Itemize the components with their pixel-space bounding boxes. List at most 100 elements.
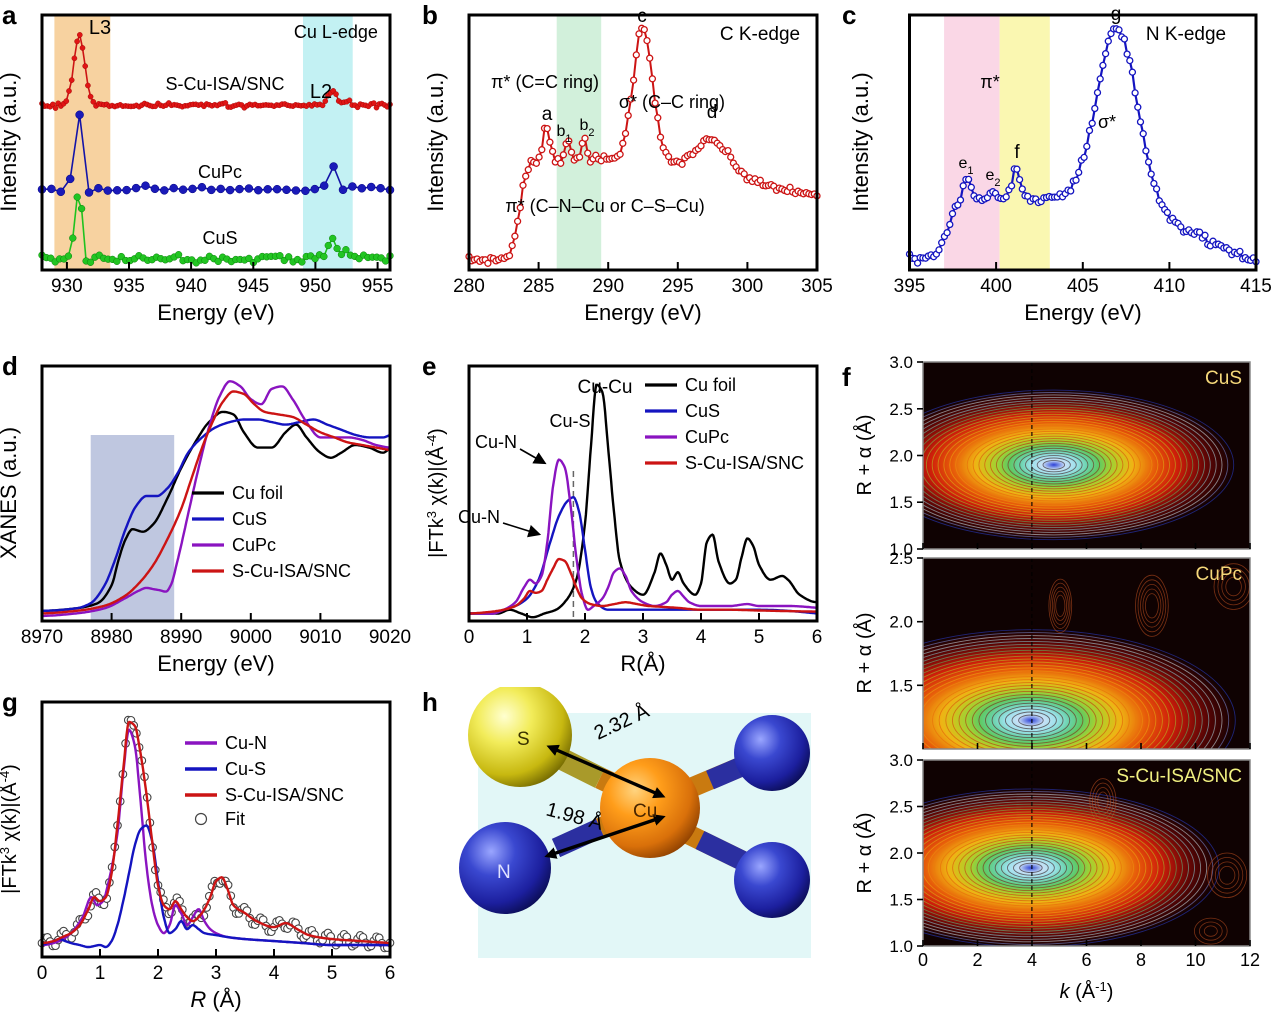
svg-text:Energy (eV): Energy (eV) [584, 300, 701, 325]
svg-text:3: 3 [211, 963, 222, 984]
svg-text:π* (C=C ring): π* (C=C ring) [491, 72, 599, 92]
svg-text:S-Cu-ISA/SNC: S-Cu-ISA/SNC [685, 453, 804, 473]
svg-text:8970: 8970 [21, 627, 63, 648]
svg-text:k (Å-1): k (Å-1) [1060, 979, 1114, 1004]
svg-text:6: 6 [812, 627, 823, 648]
svg-text:XANES (a.u.): XANES (a.u.) [0, 427, 21, 559]
svg-text:CuPc: CuPc [198, 162, 242, 182]
svg-text:π*: π* [980, 72, 999, 92]
svg-text:S: S [517, 729, 530, 750]
svg-text:9010: 9010 [299, 627, 341, 648]
svg-text:2.0: 2.0 [889, 447, 913, 466]
svg-text:S-Cu-ISA/SNC: S-Cu-ISA/SNC [165, 74, 284, 94]
svg-text:395: 395 [894, 276, 926, 297]
svg-text:N K-edge: N K-edge [1146, 24, 1226, 45]
svg-text:8: 8 [1136, 950, 1146, 970]
svg-text:2: 2 [153, 963, 164, 984]
svg-text:σ* (C–C ring): σ* (C–C ring) [619, 92, 725, 112]
svg-text:Intensity (a.u.): Intensity (a.u.) [0, 72, 21, 211]
svg-text:π* (C–N–Cu or C–S–Cu): π* (C–N–Cu or C–S–Cu) [505, 196, 705, 216]
svg-text:945: 945 [237, 276, 269, 297]
svg-text:3.0: 3.0 [889, 353, 913, 372]
svg-text:950: 950 [300, 276, 332, 297]
svg-text:CuPc: CuPc [232, 535, 276, 555]
svg-text:305: 305 [801, 276, 833, 297]
svg-text:3.0: 3.0 [889, 751, 913, 770]
svg-text:4: 4 [696, 627, 707, 648]
svg-text:415: 415 [1240, 276, 1271, 297]
svg-text:6: 6 [385, 963, 396, 984]
svg-text:1.0: 1.0 [889, 937, 913, 956]
svg-text:R (Å): R (Å) [190, 987, 241, 1012]
svg-text:Cu: Cu [633, 801, 657, 822]
svg-text:2: 2 [580, 627, 591, 648]
svg-text:R(Å): R(Å) [620, 651, 665, 676]
svg-text:S-Cu-ISA/SNC: S-Cu-ISA/SNC [232, 561, 351, 581]
svg-text:0: 0 [37, 963, 48, 984]
svg-text:940: 940 [175, 276, 207, 297]
svg-text:Intensity (a.u.): Intensity (a.u.) [848, 72, 873, 211]
svg-text:Cu-S: Cu-S [225, 759, 266, 779]
svg-text:8980: 8980 [90, 627, 132, 648]
svg-text:285: 285 [523, 276, 555, 297]
svg-text:Cu foil: Cu foil [685, 375, 736, 395]
svg-text:CuPc: CuPc [685, 427, 729, 447]
svg-text:2.5: 2.5 [889, 549, 913, 568]
svg-text:C K-edge: C K-edge [720, 24, 800, 45]
svg-text:2: 2 [972, 950, 982, 970]
svg-text:0: 0 [464, 627, 475, 648]
svg-text:σ*: σ* [1098, 112, 1116, 132]
svg-text:10: 10 [1185, 950, 1205, 970]
svg-text:CuS: CuS [202, 228, 237, 248]
svg-text:12: 12 [1240, 950, 1260, 970]
svg-text:Cu-Cu: Cu-Cu [578, 377, 633, 398]
svg-text:6: 6 [1081, 950, 1091, 970]
svg-text:R + α (Å): R + α (Å) [853, 612, 876, 693]
svg-text:Energy (eV): Energy (eV) [1024, 300, 1141, 325]
svg-text:f: f [1014, 142, 1020, 163]
svg-text:2.5: 2.5 [889, 400, 913, 419]
svg-text:955: 955 [362, 276, 394, 297]
svg-text:N: N [497, 862, 511, 883]
svg-text:5: 5 [754, 627, 765, 648]
svg-text:Cu-N: Cu-N [475, 432, 517, 452]
svg-text:2.5: 2.5 [889, 798, 913, 817]
svg-text:a: a [542, 104, 553, 125]
svg-text:S-Cu-ISA/SNC: S-Cu-ISA/SNC [1116, 766, 1242, 787]
svg-text:2.0: 2.0 [889, 613, 913, 632]
svg-text:Cu foil: Cu foil [232, 483, 283, 503]
svg-text:L2: L2 [310, 81, 332, 103]
svg-text:4: 4 [269, 963, 280, 984]
svg-text:S-Cu-ISA/SNC: S-Cu-ISA/SNC [225, 785, 344, 805]
svg-text:1.5: 1.5 [889, 676, 913, 695]
svg-text:L3: L3 [89, 17, 111, 39]
svg-text:1.5: 1.5 [889, 891, 913, 910]
svg-text:1.5: 1.5 [889, 493, 913, 512]
svg-text:Cu-S: Cu-S [549, 411, 590, 431]
svg-text:5: 5 [327, 963, 338, 984]
svg-text:8990: 8990 [160, 627, 202, 648]
svg-text:290: 290 [592, 276, 624, 297]
svg-text:Energy (eV): Energy (eV) [157, 300, 274, 325]
svg-text:CuPc: CuPc [1196, 564, 1242, 585]
svg-text:Fit: Fit [225, 809, 245, 829]
svg-text:CuS: CuS [685, 401, 720, 421]
svg-text:405: 405 [1067, 276, 1099, 297]
svg-text:|FTk3 χ(k)|(Å-4): |FTk3 χ(k)|(Å-4) [424, 428, 449, 558]
svg-text:0: 0 [918, 950, 928, 970]
svg-text:280: 280 [453, 276, 485, 297]
svg-text:Cu-N: Cu-N [458, 507, 500, 527]
svg-text:Cu L-edge: Cu L-edge [294, 22, 378, 42]
svg-text:1: 1 [95, 963, 106, 984]
svg-text:935: 935 [113, 276, 145, 297]
svg-text:R + α (Å): R + α (Å) [853, 812, 876, 893]
svg-text:1: 1 [522, 627, 533, 648]
svg-text:300: 300 [732, 276, 764, 297]
svg-text:c: c [637, 6, 647, 27]
svg-text:CuS: CuS [1205, 368, 1242, 389]
svg-text:930: 930 [51, 276, 83, 297]
svg-text:400: 400 [980, 276, 1012, 297]
svg-text:410: 410 [1154, 276, 1186, 297]
svg-text:CuS: CuS [232, 509, 267, 529]
svg-text:2.0: 2.0 [889, 844, 913, 863]
